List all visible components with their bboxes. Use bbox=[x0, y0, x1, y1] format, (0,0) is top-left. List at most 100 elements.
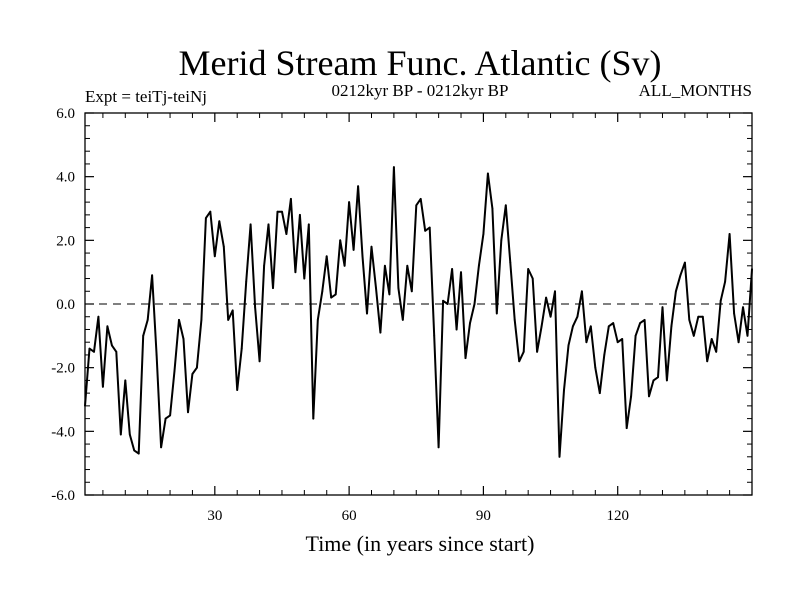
series-line bbox=[84, 166, 753, 458]
data-point bbox=[478, 264, 480, 267]
data-point bbox=[119, 433, 122, 436]
data-point bbox=[598, 392, 601, 394]
data-point bbox=[388, 293, 391, 296]
data-point bbox=[500, 239, 503, 242]
data-point bbox=[679, 274, 682, 277]
major-ticks bbox=[85, 112, 752, 496]
x-tick-label: 90 bbox=[476, 508, 491, 524]
data-point bbox=[446, 303, 449, 305]
data-point bbox=[567, 344, 570, 347]
data-point bbox=[102, 385, 104, 388]
data-point bbox=[93, 350, 95, 353]
data-point bbox=[182, 338, 185, 340]
data-point bbox=[424, 229, 427, 232]
chart-subtitle-right: ALL_MONTHS bbox=[639, 81, 752, 100]
data-point bbox=[290, 198, 292, 200]
data-point bbox=[688, 319, 691, 321]
data-point bbox=[115, 350, 118, 353]
data-point bbox=[527, 268, 530, 270]
data-point bbox=[522, 350, 525, 353]
data-point bbox=[437, 446, 440, 449]
data-point bbox=[84, 405, 86, 407]
data-point bbox=[675, 290, 677, 293]
data-point bbox=[173, 370, 176, 372]
data-point bbox=[325, 255, 328, 258]
data-point bbox=[178, 319, 180, 321]
data-point bbox=[151, 274, 154, 277]
y-tick-label: 4.0 bbox=[56, 170, 75, 186]
data-point bbox=[469, 322, 471, 324]
data-point bbox=[205, 217, 207, 220]
x-tick-labels: 30 60 90 120 bbox=[207, 508, 629, 524]
y-tick-labels: -6.0 -4.0 -2.0 0.0 2.0 4.0 6.0 bbox=[51, 106, 75, 504]
data-point bbox=[563, 389, 565, 391]
data-point bbox=[728, 233, 731, 235]
x-tick-label: 30 bbox=[207, 508, 222, 524]
data-point bbox=[357, 185, 359, 188]
data-point bbox=[299, 214, 301, 216]
data-point bbox=[146, 319, 149, 321]
data-point bbox=[393, 166, 395, 169]
data-point bbox=[196, 366, 198, 369]
data-point bbox=[428, 226, 431, 229]
y-tick-label: 0.0 bbox=[56, 297, 75, 313]
data-point bbox=[706, 360, 709, 363]
data-point bbox=[464, 357, 467, 359]
data-point bbox=[572, 325, 574, 328]
data-point bbox=[419, 198, 422, 200]
data-point bbox=[343, 264, 346, 267]
data-point bbox=[312, 417, 315, 420]
data-point bbox=[142, 334, 145, 337]
data-point bbox=[630, 395, 632, 398]
data-point bbox=[746, 334, 749, 337]
data-point bbox=[612, 322, 615, 324]
data-point bbox=[742, 306, 744, 309]
data-point bbox=[594, 366, 597, 369]
data-point bbox=[169, 414, 172, 417]
data-point bbox=[710, 338, 713, 340]
data-point bbox=[531, 277, 534, 280]
data-point bbox=[240, 347, 243, 350]
data-point bbox=[589, 325, 592, 328]
data-point bbox=[133, 449, 136, 452]
data-point bbox=[222, 245, 225, 248]
data-point bbox=[213, 255, 216, 258]
data-point bbox=[307, 223, 310, 226]
data-point bbox=[379, 331, 382, 334]
data-point bbox=[137, 452, 140, 455]
data-point bbox=[621, 338, 624, 340]
data-point bbox=[155, 354, 158, 356]
data-point bbox=[495, 312, 498, 315]
x-tick-label: 120 bbox=[606, 508, 629, 524]
data-point bbox=[625, 427, 628, 429]
data-point bbox=[460, 271, 462, 274]
minor-ticks bbox=[85, 113, 752, 495]
data-point bbox=[509, 261, 512, 264]
data-point bbox=[401, 319, 404, 321]
data-point bbox=[245, 280, 248, 283]
data-point bbox=[697, 315, 700, 318]
data-point bbox=[254, 306, 256, 309]
data-point bbox=[361, 255, 364, 258]
data-point bbox=[652, 379, 655, 382]
data-point bbox=[513, 319, 516, 321]
data-point bbox=[487, 172, 489, 175]
data-point bbox=[249, 223, 252, 226]
data-point bbox=[281, 210, 283, 213]
data-point bbox=[339, 239, 342, 242]
data-point bbox=[545, 296, 547, 299]
data-point bbox=[187, 411, 189, 414]
data-point bbox=[276, 210, 279, 213]
data-point bbox=[616, 341, 619, 344]
data-point bbox=[384, 264, 386, 267]
y-tick-label: -6.0 bbox=[51, 488, 75, 504]
data-point bbox=[554, 290, 556, 293]
data-point bbox=[303, 277, 306, 280]
data-point bbox=[737, 341, 740, 344]
data-point bbox=[581, 290, 583, 293]
data-point bbox=[670, 325, 673, 328]
chart-subtitle-left: Expt = teiTj-teiNj bbox=[85, 87, 207, 106]
data-point bbox=[406, 264, 409, 267]
data-point bbox=[558, 455, 561, 458]
data-point bbox=[231, 309, 234, 312]
